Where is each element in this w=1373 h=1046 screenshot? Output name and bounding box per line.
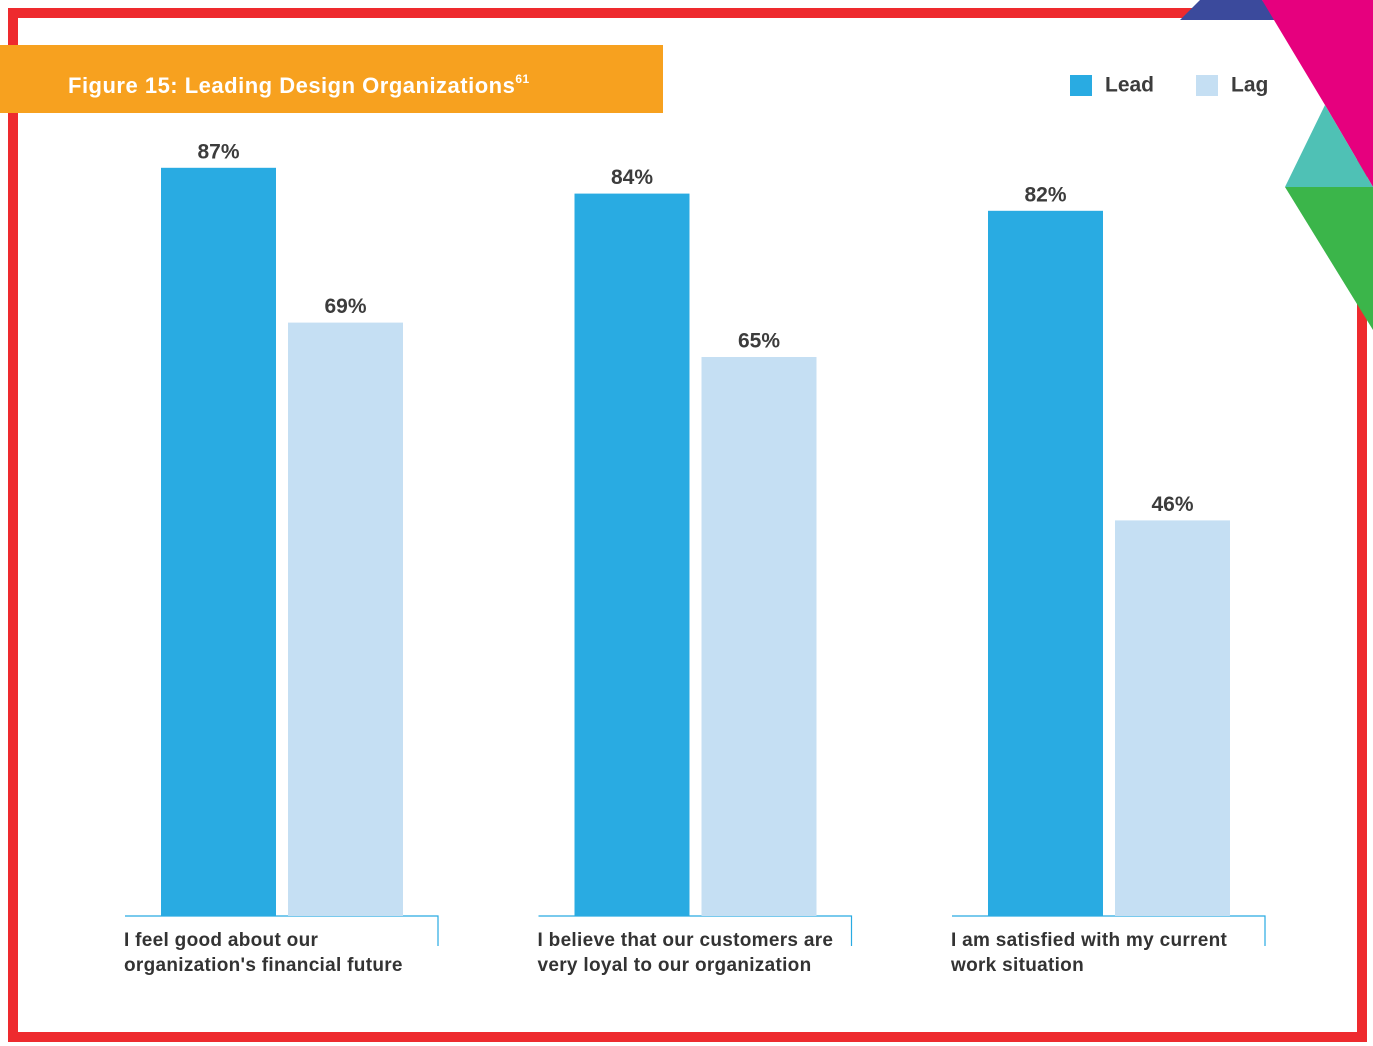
chart-title-box: Figure 15: Leading Design Organizations6… [0,45,663,113]
legend-label: Lead [1105,74,1154,97]
decor [1285,187,1373,330]
legend-label: Lag [1231,74,1268,97]
data-label: 46% [1151,493,1193,516]
decor [1285,105,1373,187]
data-label: 65% [738,330,780,353]
decor [1180,0,1278,20]
data-label: 69% [324,295,366,318]
data-label: 84% [611,166,653,189]
title-footnote: 61 [515,72,530,86]
frame [8,8,1367,1042]
x-tick-label: I believe that our customers are very lo… [537,930,834,976]
data-label: 82% [1024,183,1066,206]
bar [574,193,690,917]
data-label: 87% [197,140,239,163]
decor [1262,0,1373,187]
bar [701,357,817,916]
x-tick-label: I am satisfied with my current work situ… [951,930,1228,976]
x-tick-label: I feel good about our organization's fin… [124,930,403,976]
chart-title: Figure 15: Leading Design Organizations [68,73,516,98]
bar [988,210,1103,917]
bar [1115,520,1230,916]
legend-swatch [1070,75,1092,96]
bar [161,167,276,917]
bar [288,322,403,917]
legend-swatch [1196,75,1218,96]
